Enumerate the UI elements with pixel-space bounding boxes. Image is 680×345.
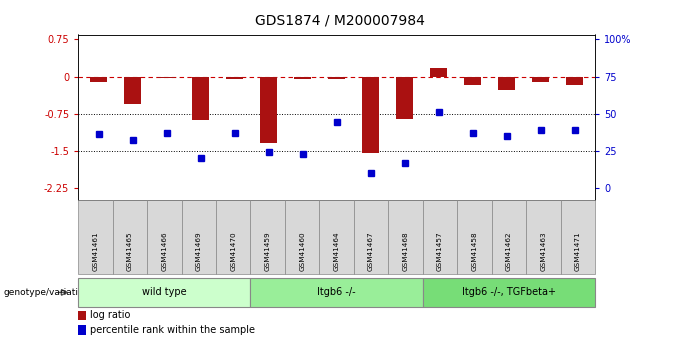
Bar — [396, 77, 413, 119]
Text: GSM41464: GSM41464 — [334, 231, 339, 271]
Text: GSM41459: GSM41459 — [265, 231, 271, 271]
Text: GSM41470: GSM41470 — [231, 231, 236, 271]
Bar — [158, 77, 175, 79]
Text: genotype/variation: genotype/variation — [3, 288, 90, 297]
Text: wild type: wild type — [142, 287, 186, 297]
Bar — [294, 77, 311, 79]
Text: GSM41466: GSM41466 — [161, 231, 167, 271]
Bar — [498, 77, 515, 90]
Text: GSM41471: GSM41471 — [575, 231, 581, 271]
Bar — [362, 77, 379, 153]
Bar — [192, 77, 209, 120]
Text: GSM41460: GSM41460 — [299, 231, 305, 271]
Text: GSM41458: GSM41458 — [471, 231, 477, 271]
Text: GSM41465: GSM41465 — [127, 231, 133, 271]
Text: GSM41457: GSM41457 — [437, 231, 443, 271]
Text: percentile rank within the sample: percentile rank within the sample — [90, 325, 255, 335]
Text: GSM41463: GSM41463 — [541, 231, 546, 271]
Bar — [430, 68, 447, 77]
Text: GSM41461: GSM41461 — [92, 231, 99, 271]
Text: GSM41467: GSM41467 — [368, 231, 374, 271]
Bar — [124, 77, 141, 104]
Text: GSM41469: GSM41469 — [196, 231, 202, 271]
Text: GSM41468: GSM41468 — [403, 231, 409, 271]
Text: GDS1874 / M200007984: GDS1874 / M200007984 — [255, 14, 425, 28]
Text: GSM41462: GSM41462 — [506, 231, 512, 271]
Text: Itgb6 -/-: Itgb6 -/- — [318, 287, 356, 297]
Bar — [260, 77, 277, 143]
Bar — [566, 77, 583, 86]
Bar — [464, 77, 481, 86]
Bar — [532, 77, 549, 82]
Bar — [328, 77, 345, 79]
Bar — [226, 77, 243, 79]
Bar — [90, 77, 107, 82]
Text: log ratio: log ratio — [90, 310, 130, 320]
Text: Itgb6 -/-, TGFbeta+: Itgb6 -/-, TGFbeta+ — [462, 287, 556, 297]
